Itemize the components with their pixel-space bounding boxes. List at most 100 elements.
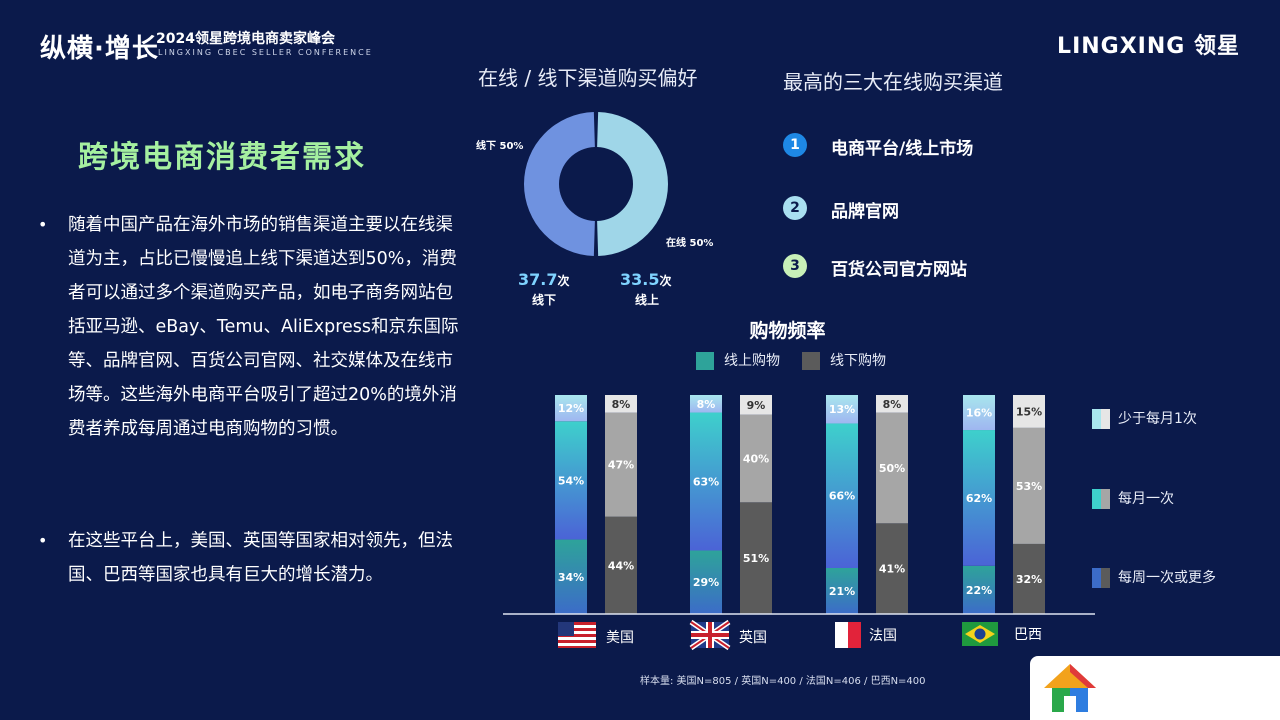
bar-label-offline-monthly-1: 40% [743,453,769,466]
bar-online-weekly-2 [826,568,858,614]
bar-offline-monthly-1 [740,414,772,503]
sample-size-note: 样本量: 美国N=805 / 英国N=400 / 法国N=406 / 巴西N=4… [640,676,926,687]
donut-label-offline: 线下 50% [476,141,524,152]
bar-label-offline-monthly-2: 50% [879,462,905,475]
country-label-brazil: 巴西 [1014,627,1042,643]
bar-offline-weekly-2 [876,523,908,614]
bar-label-offline-monthly-0: 47% [608,459,634,472]
bar-label-online-monthly-3: 62% [966,492,992,505]
bar-offline-less-2 [876,395,908,413]
legend-swatch-online [696,352,714,370]
bar-label-offline-less-1: 9% [747,399,766,412]
bar-label-offline-less-3: 15% [1016,405,1042,418]
country-label-us: 美国 [606,630,634,646]
bullet-item-1: • 随着中国产品在海外市场的销售渠道主要以在线渠道为主，占比已慢慢追上线下渠道达… [38,208,459,478]
bullet-dot: • [38,531,48,550]
bar-label-online-monthly-0: 54% [558,474,584,487]
bar-online-monthly-3 [963,430,995,566]
bar-online-weekly-0 [555,539,587,614]
bar-label-offline-weekly-2: 41% [879,563,905,576]
side-legend-swatch-less [1092,409,1110,429]
preference-title: 在线 / 线下渠道购买偏好 [478,66,698,90]
bar-label-online-monthly-2: 66% [829,490,855,503]
bar-label-online-monthly-1: 63% [693,476,719,489]
conference-title: 2024领星跨境电商卖家峰会 [156,31,335,47]
side-legend-monthly: 每月一次 [1092,488,1174,509]
flag-france-icon [822,622,861,648]
legend-offline: 线下购物 [802,350,886,370]
bar-label-online-less-2: 13% [829,403,855,416]
legend-online: 线上购物 [696,350,780,370]
side-legend-less: 少于每月1次 [1092,408,1197,429]
online-stat-unit: 次 [659,274,672,288]
bar-online-less-1 [690,395,722,413]
bar-label-online-weekly-1: 29% [693,576,719,589]
bar-offline-monthly-2 [876,412,908,524]
bar-label-online-weekly-2: 21% [829,585,855,598]
online-stat: 33.5次 [620,270,672,289]
top3-label-2: 品牌官网 [831,202,899,222]
rank-badge-3: 3 [783,254,807,278]
bar-offline-monthly-3 [1013,427,1045,544]
bar-label-online-weekly-0: 34% [558,571,584,584]
offline-stat-caption: 线下 [531,293,556,307]
bar-offline-less-3 [1013,395,1045,428]
offline-stat: 37.7次 [518,270,570,289]
watermark-logo [1030,656,1280,720]
side-legend-weekly: 每周一次或更多 [1092,567,1216,588]
bar-offline-weekly-0 [605,516,637,614]
bar-label-offline-weekly-1: 51% [743,552,769,565]
bar-label-offline-less-2: 8% [883,398,902,411]
bar-online-less-0 [555,395,587,422]
side-legend-swatch-weekly [1092,568,1110,588]
bar-online-monthly-2 [826,423,858,569]
bar-label-online-less-1: 8% [697,398,716,411]
offline-stat-value: 37.7 [518,270,558,289]
side-legend-swatch-monthly [1092,489,1110,509]
top3-label-3: 百货公司官方网站 [831,260,967,280]
legend-label-offline: 线下购物 [830,353,886,369]
donut-slice-online [597,112,669,256]
legend-label-online: 线上购物 [724,353,780,369]
bar-online-less-2 [826,395,858,424]
bar-online-less-3 [963,395,995,431]
online-stat-value: 33.5 [620,270,660,289]
flag-brazil-icon [962,622,998,646]
bar-label-online-less-3: 16% [966,407,992,420]
bullet-text-2: 在这些平台上，美国、英国等国家相对领先，但法国、巴西等国家也具有巨大的增长潜力。 [68,531,453,585]
side-legend-label-monthly: 每月一次 [1118,491,1174,507]
top3-label-1: 电商平台/线上市场 [831,139,974,159]
flag-uk-icon [689,619,731,651]
bullet-text-1: 随着中国产品在海外市场的销售渠道主要以在线渠道为主，占比已慢慢追上线下渠道达到5… [68,215,459,439]
side-legend-label-weekly: 每周一次或更多 [1118,570,1216,586]
channel-donut-chart [523,112,669,256]
offline-stat-unit: 次 [557,274,570,288]
conference-subtitle: LINGXING CBEC SELLER CONFERENCE [158,48,373,57]
watermark-house-icon [1044,664,1096,712]
frequency-chart: 34% 54% 12% 29% 63% 8% 21% 66% 13% 22% 62% 16% 44% 47… [503,395,1095,651]
bar-label-offline-weekly-0: 44% [608,559,634,572]
bullet-dot: • [38,215,48,234]
bar-online-weekly-1 [690,550,722,614]
rank-badge-2: 2 [783,196,807,220]
bullet-item-2: • 在这些平台上，美国、英国等国家相对领先，但法国、巴西等国家也具有巨大的增长潜… [38,524,458,594]
event-logo: 纵横·增长 [40,34,159,64]
bar-offline-weekly-3 [1013,543,1045,614]
country-label-france: 法国 [869,628,897,644]
chart-title: 购物频率 [749,320,826,342]
bar-label-online-less-0: 12% [558,402,584,415]
legend-swatch-offline [802,352,820,370]
donut-slice-offline [523,112,595,256]
donut-label-online: 在线 50% [666,238,714,249]
bar-online-monthly-0 [555,421,587,540]
online-stat-caption: 线上 [634,293,659,307]
page-title: 跨境电商消费者需求 [78,140,366,175]
bar-label-offline-weekly-3: 32% [1016,573,1042,586]
bar-online-weekly-3 [963,565,995,614]
bar-offline-monthly-0 [605,412,637,517]
bar-online-monthly-1 [690,412,722,551]
side-legend-label-less: 少于每月1次 [1118,411,1197,427]
brand-logo: LINGXING 领星 [1057,34,1240,59]
top3-title: 最高的三大在线购买渠道 [783,70,1003,94]
flag-us-icon [558,622,596,648]
